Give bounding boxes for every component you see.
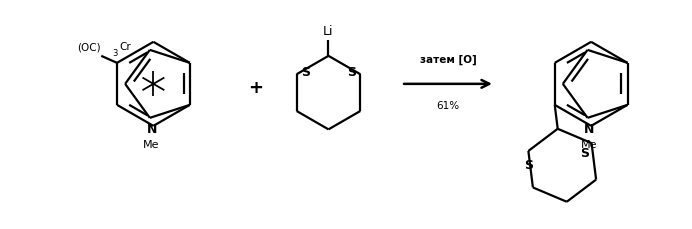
Text: 3: 3 xyxy=(113,49,118,58)
Text: S: S xyxy=(347,66,356,79)
Text: Li: Li xyxy=(323,25,334,38)
Text: N: N xyxy=(147,123,157,136)
Text: S: S xyxy=(301,66,310,79)
Text: затем [О]: затем [О] xyxy=(419,54,476,65)
Text: S: S xyxy=(580,147,589,161)
Text: S: S xyxy=(524,159,533,172)
Text: (OC): (OC) xyxy=(77,42,100,52)
Text: N: N xyxy=(584,123,594,136)
Text: Me: Me xyxy=(143,140,160,150)
Text: 61%: 61% xyxy=(437,101,459,111)
Text: Cr: Cr xyxy=(120,42,131,52)
Text: +: + xyxy=(248,79,264,97)
Text: Me: Me xyxy=(581,140,598,150)
